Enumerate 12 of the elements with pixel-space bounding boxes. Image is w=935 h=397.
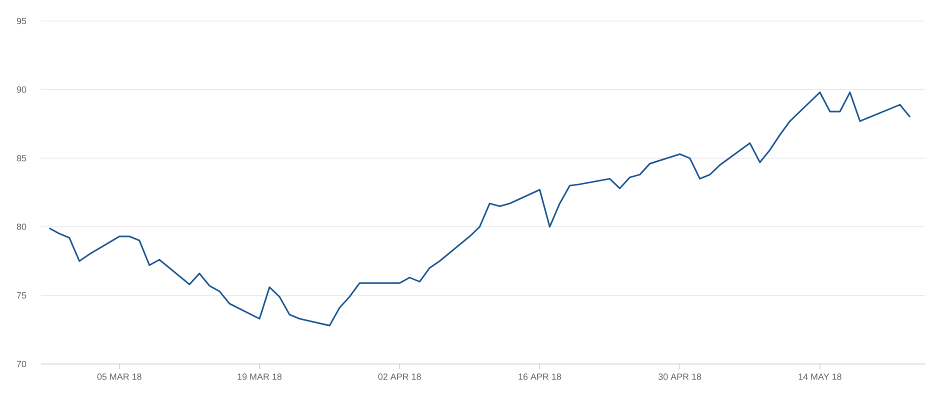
x-tick-label: 19 MAR 18 [238,374,282,380]
x-tick-label: 14 MAY 18 [798,374,842,380]
x-tick-label: 30 APR 18 [658,374,702,380]
y-tick-label: 90 [16,86,26,93]
x-tick-label: 02 APR 18 [378,374,421,380]
y-tick-label: 80 [16,224,26,230]
y-tick-label: 75 [17,292,26,299]
y-tick-label: 70 [17,360,26,368]
y-tick-label: 85 [16,155,26,162]
x-tick-label: 16 APR 18 [518,374,561,380]
x-tick-label: 05 MAR 18 [97,374,142,380]
y-tick-label: 95 [16,18,26,24]
